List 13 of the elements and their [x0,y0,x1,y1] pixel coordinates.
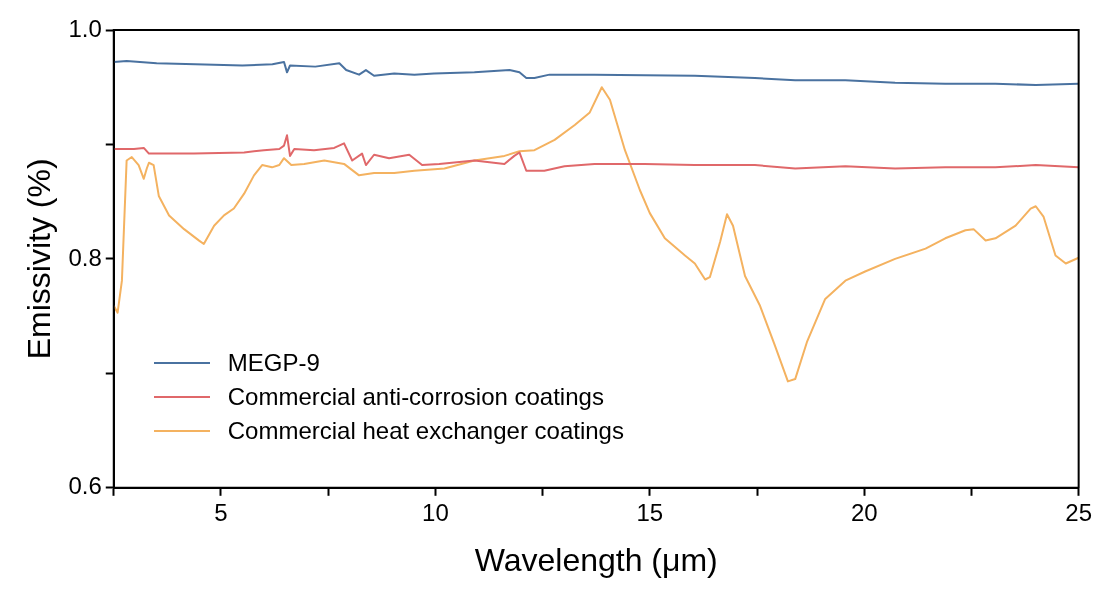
legend-label: Commercial heat exchanger coatings [227,415,624,446]
x-axis-title: Wavelength (μm) [474,541,718,578]
y-axis-title: Emissivity (%) [21,158,58,360]
legend-label: Commercial anti-corrosion coatings [227,381,604,412]
x-tick-label: 20 [850,498,878,526]
x-tick-label: 5 [214,498,228,526]
x-tick-label: 15 [636,498,664,526]
y-tick-label: 0.6 [68,472,102,500]
x-tick-label: 10 [422,498,449,526]
x-tick-label: 25 [1065,498,1092,526]
y-tick-label: 1.0 [68,14,102,42]
y-tick-label: 0.8 [68,243,102,271]
legend-label: MEGP-9 [227,347,320,378]
